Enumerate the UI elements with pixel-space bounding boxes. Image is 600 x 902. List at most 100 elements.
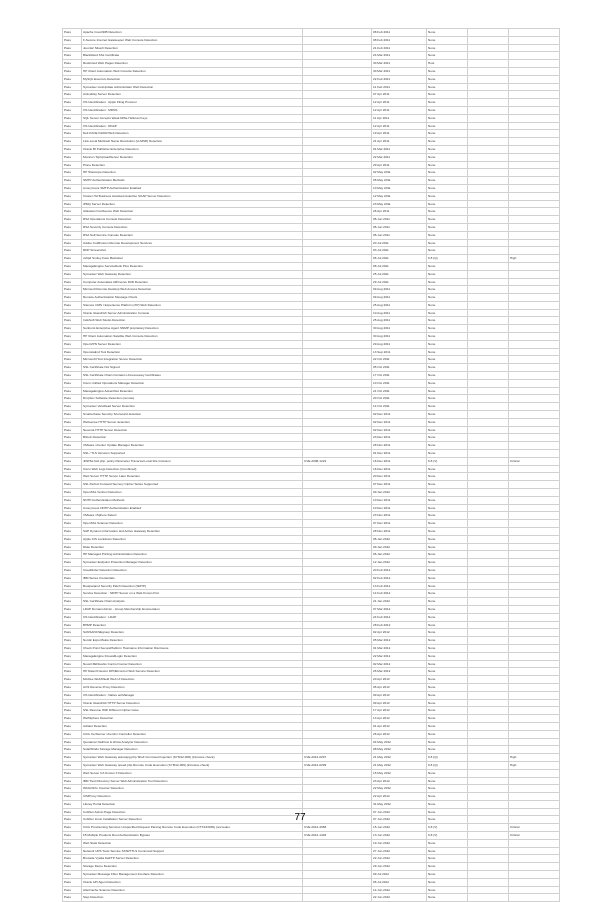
- cell: [468, 239, 509, 247]
- cell: [509, 270, 560, 278]
- cell: [468, 863, 509, 871]
- cell: [468, 426, 509, 434]
- cell: [509, 426, 560, 434]
- cell: [303, 138, 372, 146]
- table-row: PassBHMP Detection28 Feb 2012None: [63, 621, 560, 629]
- cell: 08 May 2012: [372, 746, 427, 754]
- cell: [303, 535, 372, 543]
- table-row: PassSSL Perfect Forward Secrecy Cipher S…: [63, 481, 560, 489]
- cell: VMware vCenter Update Manager Detection: [82, 442, 303, 450]
- cell: None: [427, 652, 468, 660]
- cell: Liferay Portal Detection: [82, 800, 303, 808]
- table-row: PassLiferay Portal Detection31 May 2012N…: [63, 800, 560, 808]
- cell: [509, 348, 560, 356]
- cell: [303, 333, 372, 341]
- cell: [303, 223, 372, 231]
- cell: 9.8 (V): [427, 824, 468, 832]
- cell: Plone Detection: [82, 161, 303, 169]
- cell: 23 Nov 2011: [372, 512, 427, 520]
- cell: [468, 793, 509, 801]
- cell: Pass: [63, 785, 82, 793]
- cell: 12 Apr 2011: [372, 106, 427, 114]
- cell: 09 Aug 2011: [372, 286, 427, 294]
- cell: iRule Detection: [82, 543, 303, 551]
- cell: 30 Mar 2011: [372, 60, 427, 68]
- cell: [468, 722, 509, 730]
- cell: [509, 644, 560, 652]
- cell: [509, 637, 560, 645]
- table-row: PassSmarterbase Security Scorecard detec…: [63, 411, 560, 419]
- cell: Dell KACE K2000 Web Detection: [82, 130, 303, 138]
- cell: [468, 613, 509, 621]
- cell: Pass: [63, 286, 82, 294]
- cell: [509, 239, 560, 247]
- cell: Pass: [63, 434, 82, 442]
- cell: SQL Server Accepts Weak Diffie-Hellman K…: [82, 114, 303, 122]
- cell: [468, 605, 509, 613]
- cell: [509, 629, 560, 637]
- cell: Network UPS Tools Service STARTTLS Comma…: [82, 847, 303, 855]
- table-row: PassOS Identification : RDAP12 Apr 2011N…: [63, 122, 560, 130]
- cell: 17 Apr 2012: [372, 707, 427, 715]
- cell: [303, 418, 372, 426]
- cell: 11 Apr 2011: [372, 114, 427, 122]
- cell: 14 Oct 2011: [372, 403, 427, 411]
- cell: CVE-2012-4068: [303, 824, 372, 832]
- table-row: PassSymantec Message Filter Management I…: [63, 871, 560, 879]
- cell: Pass: [63, 169, 82, 177]
- cell: [303, 122, 372, 130]
- cell: [509, 29, 560, 37]
- cell: None: [427, 520, 468, 528]
- cell: None: [427, 130, 468, 138]
- cell: [303, 239, 372, 247]
- table-row: PassOpenstatind Tool Detection13 Sep 201…: [63, 348, 560, 356]
- cell: [303, 231, 372, 239]
- cell: [509, 145, 560, 153]
- cell: [303, 325, 372, 333]
- cell: Citrix XenServer vCentim Controller Dete…: [82, 730, 303, 738]
- cell: [509, 99, 560, 107]
- cell: Pass: [63, 184, 82, 192]
- cell: 9.8 (Q): [427, 761, 468, 769]
- cell: [303, 738, 372, 746]
- cell: 22 Oct 2011: [372, 356, 427, 364]
- cell: [468, 785, 509, 793]
- table-row: PassJDWSs.fsid.php: policy Parameter Tra…: [63, 457, 560, 465]
- cell: None: [427, 200, 468, 208]
- cell: BHMP Detection: [82, 621, 303, 629]
- cell: [509, 153, 560, 161]
- cell: None: [427, 153, 468, 161]
- cell: [468, 91, 509, 99]
- table-row: PassCisco Web Logs Detection (Combined)1…: [63, 465, 560, 473]
- table-row: PassComputer Associates ARCserve D2D Det…: [63, 278, 560, 286]
- cell: Oracle GlassFish HTTP Server Detection: [82, 699, 303, 707]
- table-row: PassSSL Certificate Chain Contains Unnec…: [63, 372, 560, 380]
- cell: [468, 75, 509, 83]
- table-row: PassSymantec Endpoint Protection Manager…: [63, 559, 560, 567]
- cell: SSL Certificate Chain Analysis: [82, 598, 303, 606]
- cell: [468, 598, 509, 606]
- cell: [509, 91, 560, 99]
- cell: 10 Dec 2011: [372, 504, 427, 512]
- cell: OpenSSL Scanner Detection: [82, 520, 303, 528]
- table-row: PassStorage Demo Detection29 Jun 2012Non…: [63, 863, 560, 871]
- table-row: PassRSA Operations Console Detection05 J…: [63, 216, 560, 224]
- cell: [509, 652, 560, 660]
- cell: None: [427, 145, 468, 153]
- cell: [509, 177, 560, 185]
- cell: [303, 785, 372, 793]
- cell: Cloudlinder Detection Detection: [82, 566, 303, 574]
- table-row: PassSitecore CMS / Experience Platform (…: [63, 301, 560, 309]
- cell: [303, 800, 372, 808]
- cell: [509, 411, 560, 419]
- cell: [303, 629, 372, 637]
- cell: [468, 839, 509, 847]
- cell: None: [427, 793, 468, 801]
- table-row: PassSymantec Web Gateway autocapg.php Sh…: [63, 754, 560, 762]
- table-row: PassHP Data Protector DPNEControl Web Se…: [63, 668, 560, 676]
- cell: [303, 473, 372, 481]
- cell: [468, 886, 509, 894]
- cell: HP Sitescope Detection: [82, 169, 303, 177]
- cell: Pass: [63, 418, 82, 426]
- cell: [303, 309, 372, 317]
